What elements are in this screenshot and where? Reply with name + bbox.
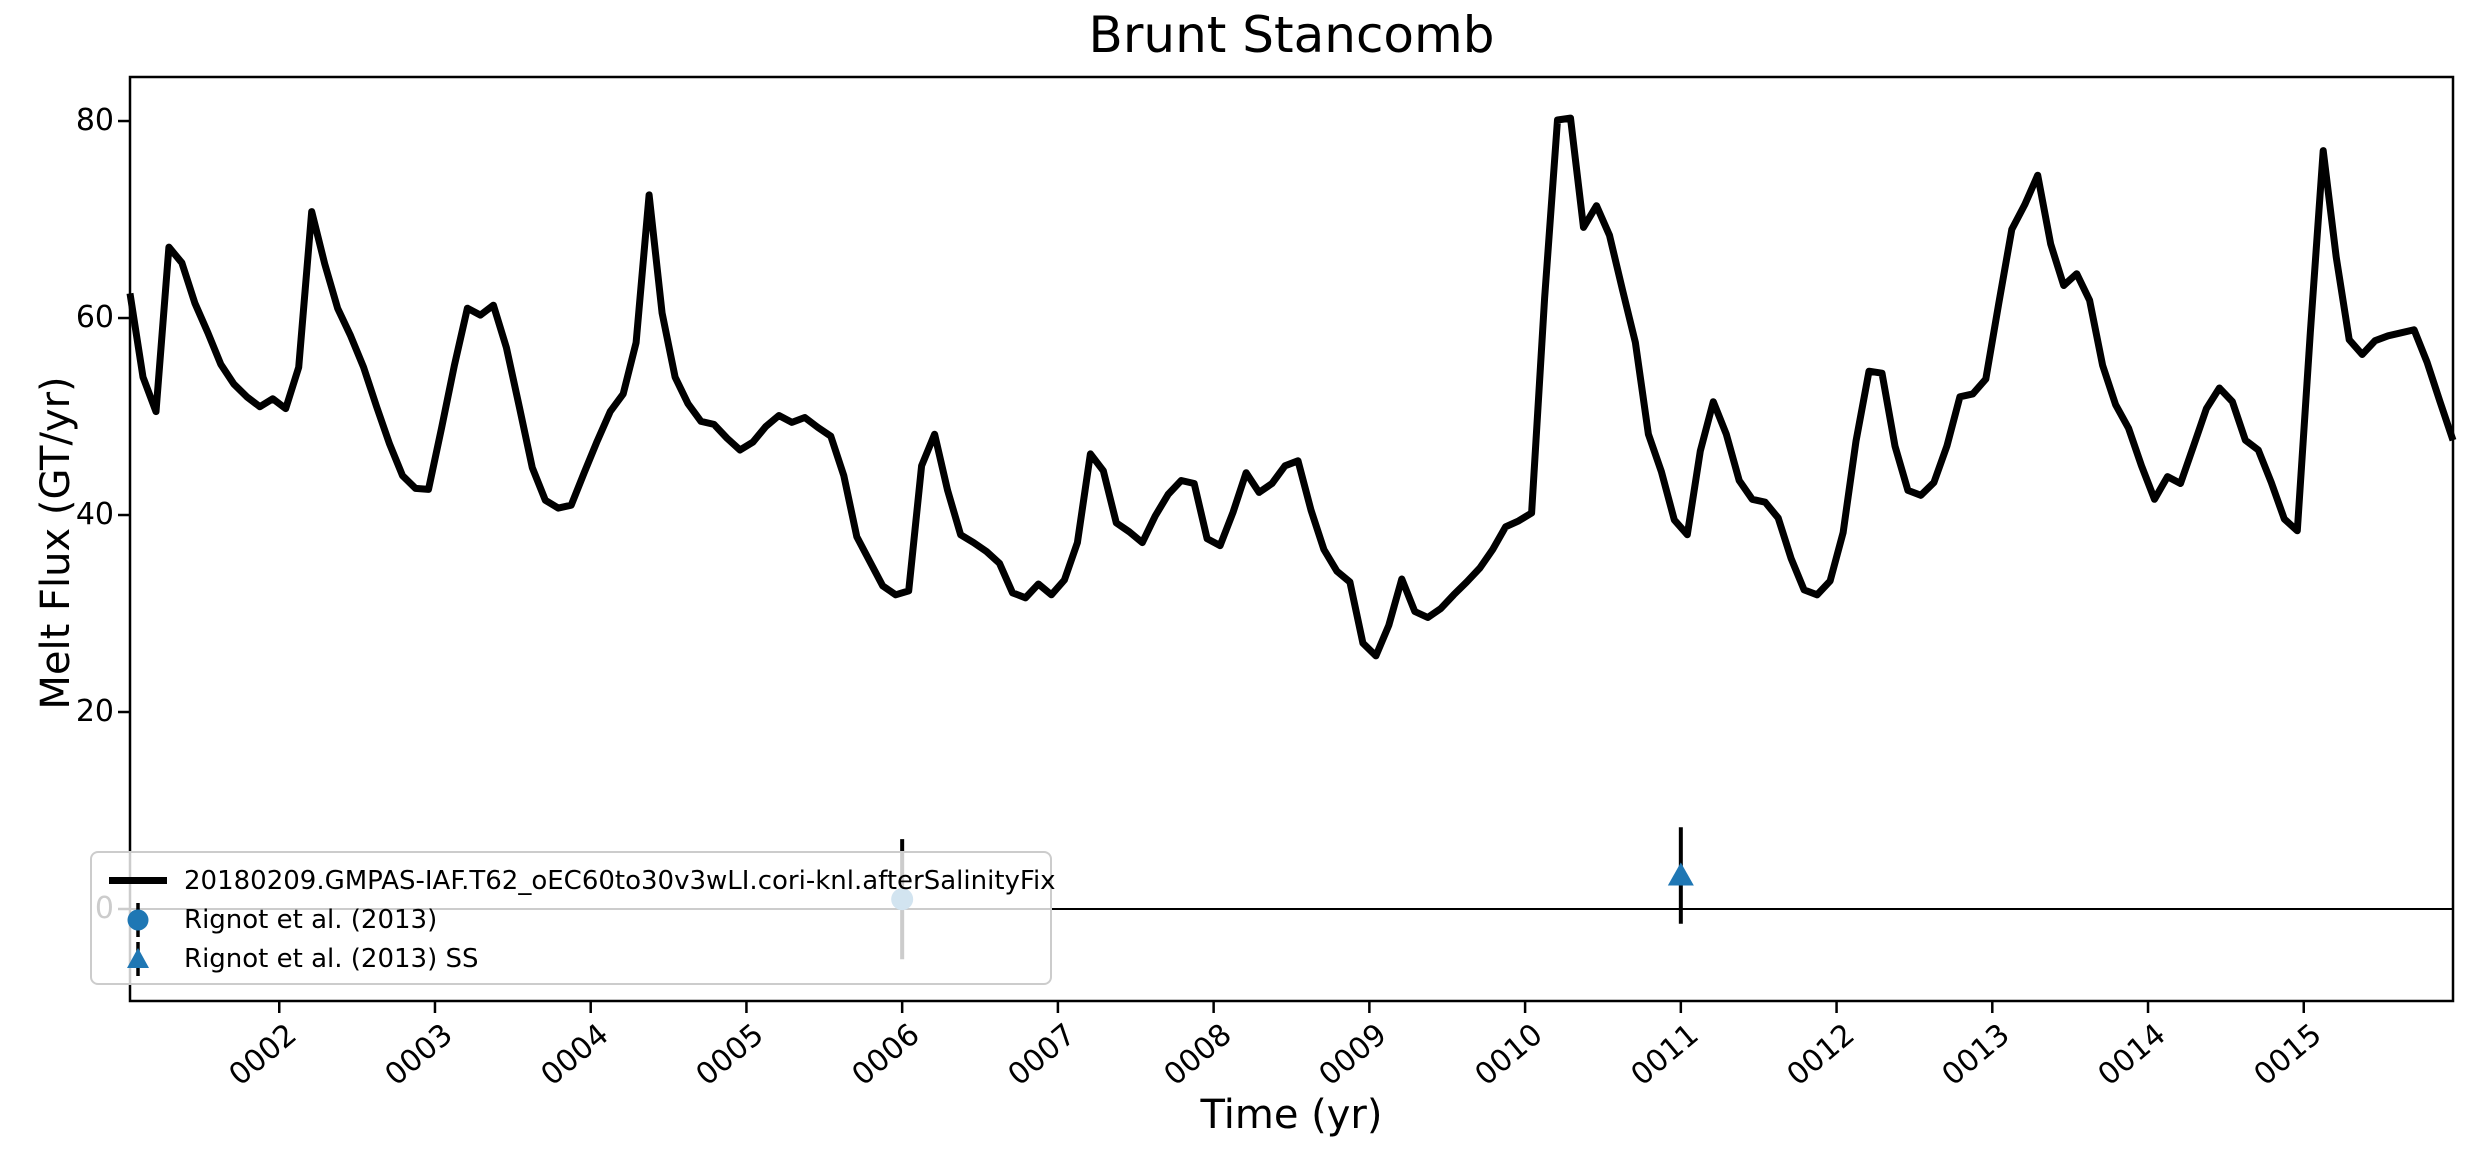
y-tick-label: 60: [75, 300, 114, 336]
legend-label-series: 20180209.GMPAS-IAF.T62_oEC60to30v3wLI.co…: [184, 865, 1056, 896]
errorbar-triangle-icon: [106, 939, 170, 979]
legend-row-series: 20180209.GMPAS-IAF.T62_oEC60to30v3wLI.co…: [106, 861, 1056, 900]
axes-frame: [128, 75, 2455, 1003]
line-swatch-icon: [106, 877, 170, 884]
axis-ticks: [118, 119, 2306, 1013]
legend-label-rignot: Rignot et al. (2013): [184, 904, 438, 935]
legend-label-rignot-ss: Rignot et al. (2013) SS: [184, 943, 479, 974]
x-axis-label: Time (yr): [1200, 1092, 1383, 1138]
y-tick-label: 80: [75, 103, 114, 139]
errorbar-circle-icon: [106, 900, 170, 940]
legend-row-rignot-ss: Rignot et al. (2013) SS: [106, 939, 1050, 978]
y-axis-label: Melt Flux (GT/yr): [33, 376, 79, 710]
y-tick-label: 40: [75, 497, 114, 533]
legend-row-rignot: Rignot et al. (2013): [106, 900, 1050, 939]
legend: 20180209.GMPAS-IAF.T62_oEC60to30v3wLI.co…: [90, 851, 1056, 985]
y-tick-label: 20: [75, 694, 114, 729]
chart-title: Brunt Stancomb: [1088, 6, 1495, 64]
series-line: [126, 114, 2457, 660]
